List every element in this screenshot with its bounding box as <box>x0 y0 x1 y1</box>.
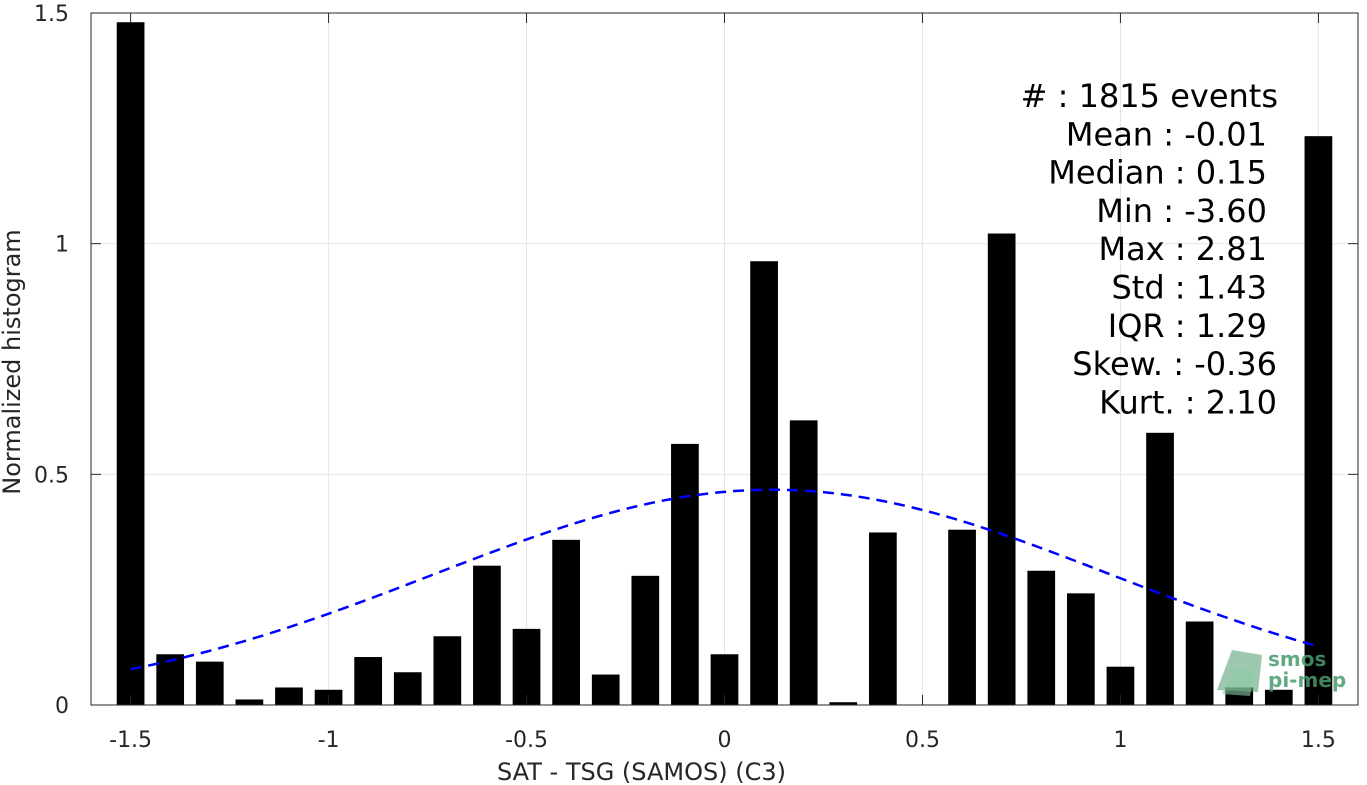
bar-8 <box>433 636 462 705</box>
stat-line-0: # : 1815 events <box>1021 77 1278 115</box>
bar-1 <box>156 654 185 705</box>
y-tick-label-2: 1 <box>55 233 69 258</box>
x-tick-labels: -1.5 -1 -0.5 0 0.5 1 1.5 <box>109 728 1336 753</box>
stat-line-2: Median : 0.15 <box>1048 154 1267 192</box>
x-tick-label-4: 0.5 <box>905 728 940 753</box>
bar-18 <box>829 702 858 705</box>
bar-22 <box>987 233 1016 705</box>
bar-3 <box>235 699 264 705</box>
x-tick-label-0: -1.5 <box>109 728 152 753</box>
bar-10 <box>512 628 541 705</box>
stat-line-6: IQR : 1.29 <box>1108 307 1267 345</box>
stat-line-5: Std : 1.43 <box>1111 269 1267 307</box>
stat-line-3: Min : -3.60 <box>1096 192 1267 230</box>
bar-6 <box>354 657 383 705</box>
bar-27 <box>1185 621 1214 705</box>
bar-7 <box>393 672 422 705</box>
stat-line-1: Mean : -0.01 <box>1066 115 1267 153</box>
bar-17 <box>789 420 818 705</box>
bar-21 <box>948 529 976 705</box>
bar-23 <box>1027 570 1056 705</box>
x-tick-label-2: -0.5 <box>505 728 548 753</box>
bar-2 <box>195 661 224 705</box>
bar-29 <box>1264 689 1293 705</box>
y-axis-label: Normalized histogram <box>0 229 26 494</box>
bar-30 <box>1304 136 1333 705</box>
smos-pi-mep-logo: smos pi-mep <box>1217 647 1346 696</box>
x-tick-label-3: 0 <box>718 728 732 753</box>
y-tick-label-1: 0.5 <box>34 463 69 488</box>
logo-line-1: smos <box>1268 647 1326 671</box>
stat-line-7: Skew. : -0.36 <box>1072 345 1277 383</box>
bar-26 <box>1146 432 1174 705</box>
bar-12 <box>591 674 620 705</box>
normal-fit-curve <box>130 488 1319 671</box>
stat-line-4: Max : 2.81 <box>1098 230 1267 268</box>
logo-shape-shade <box>1222 668 1255 696</box>
x-tick-label-5: 1 <box>1113 728 1127 753</box>
x-axis-label: SAT - TSG (SAMOS) (C3) <box>497 758 786 785</box>
bar-24 <box>1066 593 1095 705</box>
bar-9 <box>473 565 501 705</box>
bar-11 <box>552 539 580 705</box>
x-tick-label-6: 1.5 <box>1301 728 1336 753</box>
y-tick-label-0: 0 <box>55 694 69 719</box>
bar-16 <box>750 261 778 705</box>
stat-line-8: Kurt. : 2.10 <box>1099 383 1277 421</box>
y-tick-labels: 0 0.5 1 1.5 <box>34 2 69 719</box>
logo-line-2: pi-mep <box>1268 668 1346 692</box>
bar-19 <box>869 532 897 705</box>
bars-group <box>116 22 1333 705</box>
bar-14 <box>671 443 699 705</box>
x-tick-label-1: -1 <box>318 728 340 753</box>
y-tick-label-3: 1.5 <box>34 2 69 27</box>
bar-13 <box>631 575 660 705</box>
bar-0 <box>116 22 145 705</box>
bar-4 <box>275 687 303 705</box>
axis-ticks <box>91 12 1358 706</box>
